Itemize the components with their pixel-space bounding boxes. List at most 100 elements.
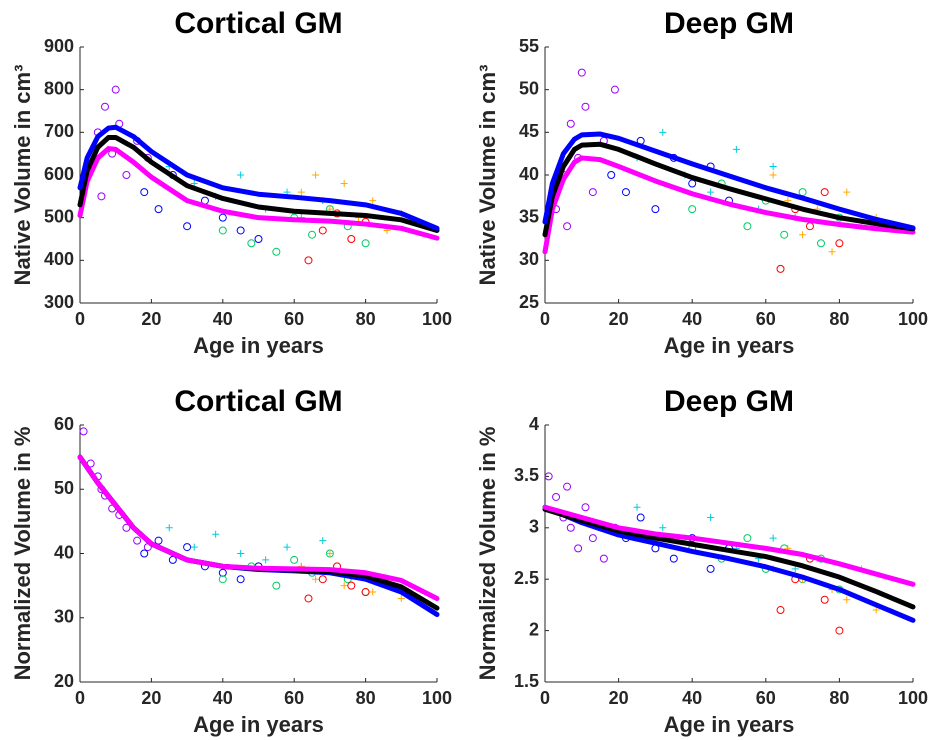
scatter-point — [563, 222, 572, 231]
scatter-point — [312, 171, 320, 179]
x-tick-label: 60 — [756, 688, 776, 708]
scatter-point — [588, 534, 597, 543]
scatter-point — [828, 248, 836, 256]
scatter-point — [799, 231, 807, 239]
scatter-point — [743, 222, 752, 231]
scatter-point — [817, 239, 825, 248]
chart-title: Cortical GM — [174, 7, 342, 40]
x-tick-label: 100 — [422, 688, 452, 708]
scatter-point — [397, 594, 405, 602]
x-tick-label: 20 — [609, 688, 629, 708]
fit-line — [542, 155, 916, 255]
scatter-point — [308, 230, 317, 239]
scatter-point — [218, 213, 227, 222]
scatter-point — [318, 226, 327, 235]
scatter-point — [218, 226, 227, 235]
y-tick-label: 3 — [529, 517, 539, 537]
y-tick-label: 300 — [44, 292, 74, 312]
y-axis-label: Native Volume in cm³ — [10, 65, 35, 286]
x-tick-label: 0 — [75, 309, 85, 329]
x-tick-label: 40 — [213, 309, 233, 329]
scatter-point — [165, 524, 173, 532]
scatter-point — [361, 239, 370, 248]
scatter-point — [212, 530, 220, 538]
scatter-point — [544, 472, 553, 481]
scatter-point — [588, 188, 597, 197]
chart-title: Deep GM — [664, 7, 794, 40]
y-tick-label: 55 — [519, 36, 539, 56]
scatter-point — [140, 188, 149, 197]
y-tick-label: 2.5 — [514, 568, 539, 588]
x-axis-label: Age in years — [664, 712, 795, 737]
fit-line — [77, 124, 440, 231]
scatter-point — [304, 256, 313, 265]
scatter-point — [798, 188, 807, 197]
scatter-point — [835, 239, 844, 248]
x-axis-label: Age in years — [664, 333, 795, 358]
scatter-point — [780, 230, 789, 239]
scatter-point — [820, 595, 829, 604]
scatter-point — [154, 536, 163, 545]
scatter-point — [218, 568, 227, 577]
chart-title: Deep GM — [664, 385, 794, 418]
y-tick-label: 2 — [529, 619, 539, 639]
fit-line — [77, 454, 440, 601]
y-tick-label: 1.5 — [514, 671, 539, 691]
scatter-point — [100, 102, 109, 111]
scatter-point — [581, 503, 590, 512]
scatter-point — [769, 162, 777, 170]
y-tick-label: 700 — [44, 121, 74, 141]
scatter-point — [237, 550, 245, 557]
scatter-point — [262, 556, 270, 564]
x-tick-label: 0 — [540, 309, 550, 329]
x-tick-label: 60 — [284, 688, 304, 708]
scatter-point — [183, 543, 192, 552]
scatter-point — [688, 205, 697, 214]
scatter-point — [776, 264, 785, 273]
scatter-point — [369, 197, 377, 205]
scatter-point — [190, 543, 198, 551]
scatter-point — [563, 482, 572, 491]
scatter-point — [776, 606, 785, 615]
x-axis-label: Age in years — [193, 333, 324, 358]
scatter-point — [835, 626, 844, 635]
scatter-point — [820, 188, 829, 197]
scatter-point — [581, 102, 590, 111]
scatter-point — [566, 119, 575, 128]
fit-line — [77, 146, 440, 241]
scatter-point — [236, 226, 245, 235]
x-tick-label: 20 — [141, 309, 161, 329]
x-tick-label: 0 — [540, 688, 550, 708]
scatter-point — [669, 554, 678, 563]
scatter-point — [566, 523, 575, 532]
scatter-point — [599, 554, 608, 563]
x-tick-label: 0 — [75, 688, 85, 708]
scatter-point — [122, 523, 131, 532]
scatter-point — [347, 581, 356, 590]
y-tick-label: 50 — [54, 478, 74, 498]
scatter-point — [843, 596, 851, 604]
x-tick-label: 40 — [213, 688, 233, 708]
scatter-point — [361, 588, 370, 597]
scatter-point — [707, 188, 715, 196]
scatter-point — [610, 85, 619, 94]
scatter-point — [706, 564, 715, 573]
scatter-point — [340, 180, 348, 188]
scatter-point — [552, 492, 561, 501]
scatter-point — [743, 534, 752, 543]
y-axis-label: Normalized Volume in % — [475, 427, 500, 681]
scatter-point — [659, 128, 667, 136]
scatter-point — [791, 565, 799, 573]
y-tick-label: 45 — [519, 121, 539, 141]
scatter-point — [183, 222, 192, 231]
scatter-point — [283, 543, 291, 551]
y-tick-label: 35 — [519, 206, 539, 226]
y-tick-label: 20 — [54, 671, 74, 691]
scatter-point — [319, 537, 327, 545]
y-tick-label: 3.5 — [514, 465, 539, 485]
fit-line — [77, 134, 440, 233]
scatter-point — [97, 192, 106, 201]
scatter-point — [318, 575, 327, 584]
y-tick-label: 600 — [44, 164, 74, 184]
